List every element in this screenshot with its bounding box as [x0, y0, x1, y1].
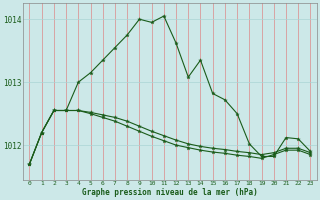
X-axis label: Graphe pression niveau de la mer (hPa): Graphe pression niveau de la mer (hPa)	[82, 188, 258, 197]
